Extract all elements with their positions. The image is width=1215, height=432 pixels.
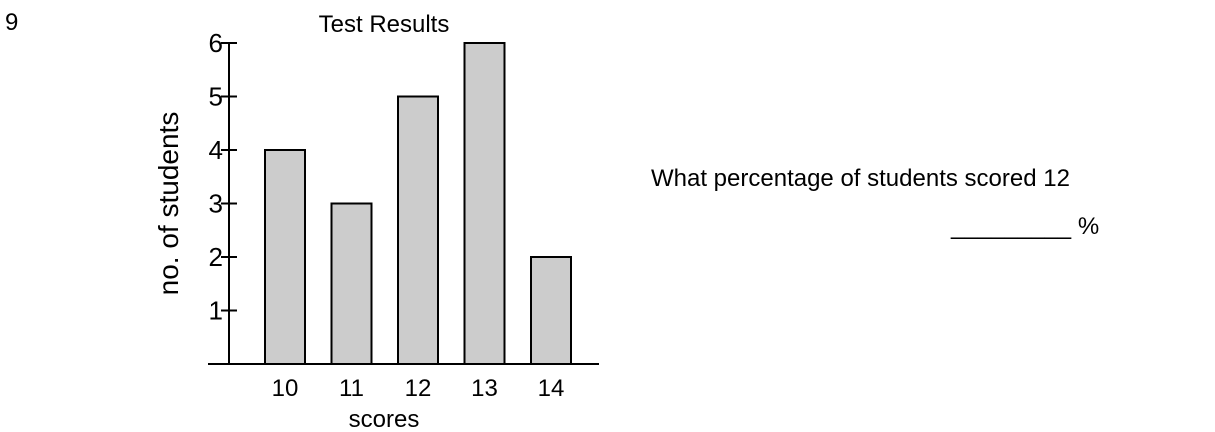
bar-11	[330, 202, 373, 365]
x-tick-label-14: 14	[538, 375, 565, 402]
x-tick-label-12: 12	[405, 375, 432, 402]
y-tick-label-4: 4	[209, 135, 223, 165]
bar-10	[264, 149, 306, 365]
x-tick-label-11: 11	[339, 375, 364, 402]
question-number: 9	[5, 9, 19, 36]
answer-unit: %	[1077, 213, 1100, 240]
answer-blank[interactable]: _________	[951, 213, 1072, 240]
y-axis-label: no. of students	[153, 112, 184, 296]
y-tick-label-6: 6	[209, 28, 223, 58]
bar-14	[530, 256, 572, 365]
answer-line: _________ %	[951, 212, 1099, 242]
y-tick-label-2: 2	[209, 242, 223, 272]
y-tick-label-1: 1	[209, 296, 223, 326]
bar-13	[463, 42, 506, 365]
bar-chart: Test Results no. of students scores 10 11…	[153, 11, 599, 432]
x-tick-label-10: 10	[272, 375, 299, 402]
x-tick-label-13: 13	[471, 375, 498, 402]
y-tick-label-3: 3	[209, 189, 223, 219]
chart-title: Test Results	[319, 11, 450, 38]
y-tick-label-5: 5	[209, 82, 223, 112]
question-text: What percentage of students scored 12	[651, 165, 1070, 192]
bar-12	[397, 95, 439, 365]
x-axis-label: scores	[349, 406, 420, 432]
